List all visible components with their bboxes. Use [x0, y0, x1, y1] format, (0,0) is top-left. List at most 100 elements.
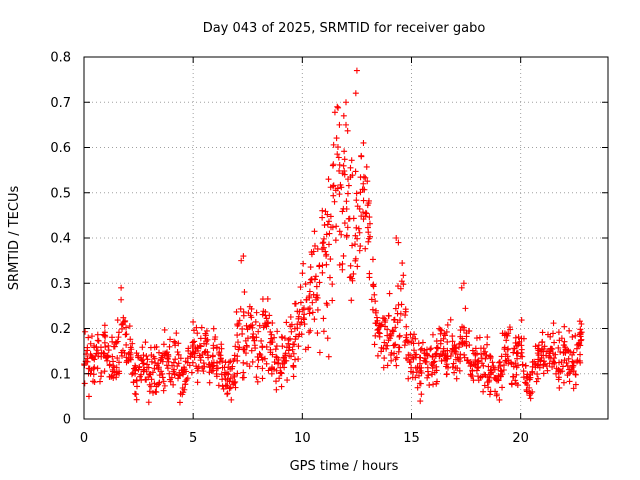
data-point: [493, 392, 500, 399]
data-point: [444, 364, 451, 371]
data-point: [248, 305, 255, 312]
data-point: [334, 103, 341, 110]
data-point: [478, 360, 485, 367]
data-point: [87, 340, 94, 347]
data-point: [202, 332, 209, 339]
data-point: [447, 352, 454, 359]
data-point: [505, 360, 512, 367]
data-point: [378, 321, 385, 328]
data-point: [415, 340, 422, 347]
data-point: [272, 346, 279, 353]
data-point: [259, 365, 266, 372]
data-point: [324, 211, 331, 218]
data-point: [96, 378, 103, 385]
data-point: [299, 270, 306, 277]
data-point: [485, 363, 492, 370]
data-point: [411, 347, 418, 354]
data-point: [256, 322, 263, 329]
y-tick-label: 0.2: [50, 322, 71, 337]
data-point: [343, 198, 350, 205]
data-point: [561, 338, 568, 345]
data-point: [327, 213, 334, 220]
data-point: [133, 396, 140, 403]
data-point: [271, 334, 278, 341]
data-point: [131, 365, 138, 372]
data-point: [200, 360, 207, 367]
data-point: [224, 390, 231, 397]
data-point: [361, 186, 368, 193]
data-point: [322, 248, 329, 255]
data-point: [518, 335, 525, 342]
data-point: [206, 379, 213, 386]
data-point: [481, 371, 488, 378]
data-point: [105, 342, 112, 349]
data-point: [252, 318, 259, 325]
data-point: [424, 374, 431, 381]
data-point: [523, 373, 530, 380]
data-point: [367, 233, 374, 240]
data-point: [169, 362, 176, 369]
data-point: [284, 377, 291, 384]
data-point: [295, 343, 302, 350]
data-point: [329, 281, 336, 288]
data-point: [271, 359, 278, 366]
data-point: [114, 317, 121, 324]
data-point: [415, 372, 422, 379]
data-point: [372, 309, 379, 316]
data-point: [411, 331, 418, 338]
data-point: [384, 362, 391, 369]
data-point: [307, 279, 314, 286]
data-point: [391, 316, 398, 323]
data-point: [354, 263, 361, 270]
data-point: [336, 191, 343, 198]
data-point: [366, 220, 373, 227]
data-point: [513, 364, 520, 371]
data-point: [195, 363, 202, 370]
data-point: [197, 343, 204, 350]
data-point: [324, 221, 331, 228]
data-point: [220, 385, 227, 392]
data-point: [88, 333, 95, 340]
data-point: [320, 315, 327, 322]
data-point: [320, 328, 327, 335]
data-point: [327, 256, 334, 263]
data-point: [175, 360, 182, 367]
data-point: [273, 343, 280, 350]
data-point: [413, 369, 420, 376]
data-point: [290, 350, 297, 357]
data-point: [239, 374, 246, 381]
data-point: [295, 356, 302, 363]
data-point: [159, 374, 166, 381]
data-point: [483, 352, 490, 359]
data-point: [369, 306, 376, 313]
data-point: [240, 369, 247, 376]
data-point: [430, 381, 437, 388]
data-point: [336, 121, 343, 128]
data-point: [517, 353, 524, 360]
data-point: [129, 340, 136, 347]
data-point: [253, 334, 260, 341]
data-point: [484, 334, 491, 341]
data-point: [330, 183, 337, 190]
data-point: [257, 351, 264, 358]
data-point: [213, 359, 220, 366]
data-point: [400, 272, 407, 279]
data-point: [540, 345, 547, 352]
data-point: [566, 327, 573, 334]
data-point: [387, 335, 394, 342]
data-point: [392, 324, 399, 331]
data-point: [254, 378, 261, 385]
data-point: [260, 308, 267, 315]
data-point: [574, 357, 581, 364]
data-point: [470, 377, 477, 384]
data-point: [265, 367, 272, 374]
data-point: [325, 218, 332, 225]
data-point: [353, 190, 360, 197]
data-point: [172, 342, 179, 349]
data-point: [306, 305, 313, 312]
data-point: [269, 351, 276, 358]
data-point: [168, 374, 175, 381]
data-point: [467, 371, 474, 378]
data-point: [285, 347, 292, 354]
data-point: [229, 378, 236, 385]
